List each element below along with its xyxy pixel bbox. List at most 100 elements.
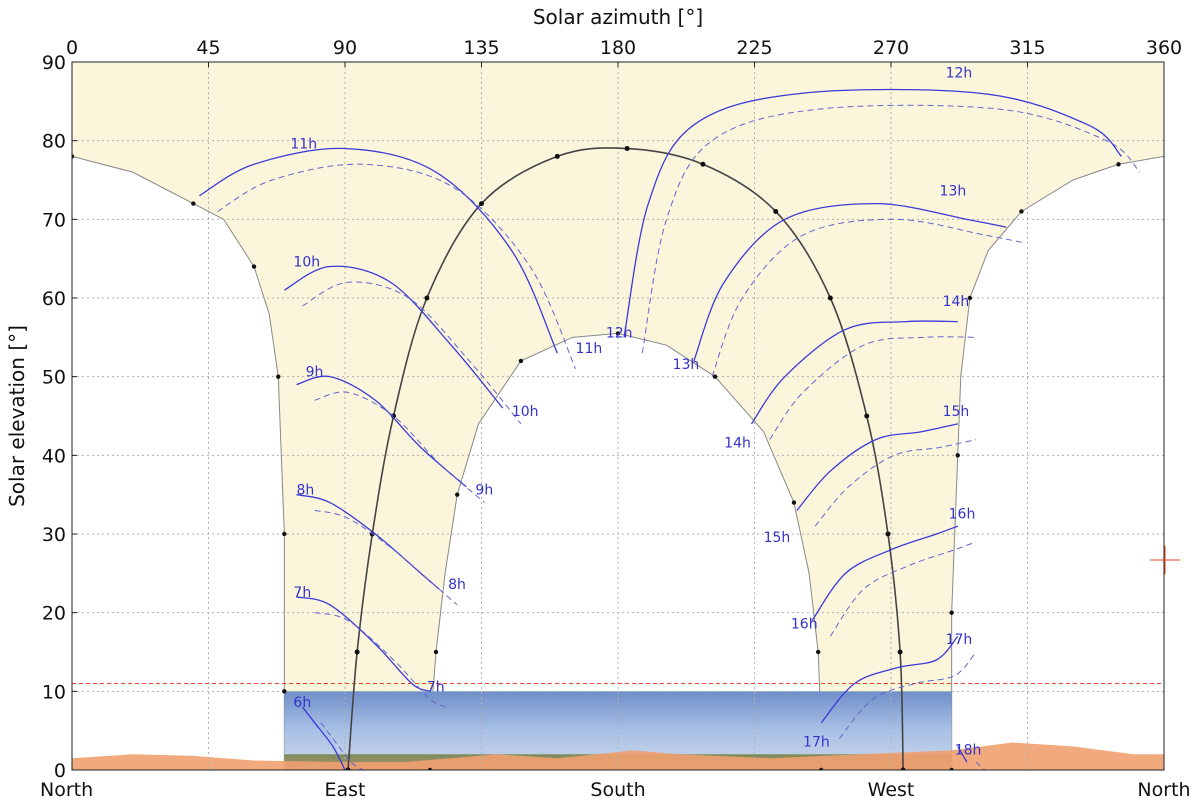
hour-label: 12h [606, 325, 633, 341]
hour-curve-dashed [975, 761, 986, 770]
hour-curve-dashed [769, 336, 976, 440]
hour-curve-dashed [711, 218, 1025, 377]
envelope-point [455, 492, 460, 497]
sun-path-point [624, 146, 630, 152]
direction-label: East [325, 779, 366, 801]
hour-label: 11h [576, 341, 603, 357]
sun-path-point [554, 153, 560, 159]
x-tick-label: 180 [600, 37, 636, 59]
hour-curve-dashed [839, 651, 977, 739]
hour-curve [302, 706, 346, 770]
y-tick-label: 30 [42, 524, 66, 546]
envelope-point [433, 649, 439, 655]
hour-curve [623, 88, 1123, 338]
hour-label: 9h [306, 365, 324, 381]
envelope-point [967, 295, 973, 301]
hour-curve-dashed [314, 391, 485, 503]
direction-label: South [590, 779, 645, 801]
hour-label: 18h [955, 742, 982, 758]
hour-curve [296, 375, 467, 488]
hour-curve [811, 525, 958, 621]
hour-label: 13h [673, 357, 700, 373]
y-tick-label: 50 [42, 367, 66, 389]
x-axis-title-top: Solar azimuth [°] [533, 5, 703, 29]
y-tick-label: 70 [42, 209, 66, 231]
x-tick-label: 90 [333, 37, 357, 59]
hour-label: 14h [943, 294, 970, 310]
hour-label: 10h [512, 404, 539, 420]
hour-curve [796, 423, 958, 511]
x-tick-label: 360 [1146, 37, 1182, 59]
hour-curve-dashed [314, 612, 449, 708]
hour-curve [284, 265, 504, 409]
hour-label: 9h [475, 483, 493, 499]
sun-path-point [424, 295, 430, 301]
envelope-point [1019, 209, 1024, 214]
envelope-point [949, 767, 954, 770]
hour-curve-dashed [814, 439, 977, 527]
y-tick-label: 0 [54, 760, 66, 782]
sun-path-point [864, 413, 870, 419]
hour-label: 8h [296, 483, 314, 499]
hour-curve-dashed [641, 104, 1141, 354]
hour-curve-dashed [314, 509, 458, 606]
envelope-point [791, 500, 797, 505]
direction-label: North [40, 779, 93, 801]
x-tick-label: 135 [463, 37, 499, 59]
hour-label: 12h [946, 66, 973, 82]
sun-path-point [897, 649, 903, 655]
hour-label: 16h [791, 616, 818, 632]
hour-curve-dashed [829, 541, 977, 637]
hour-label: 10h [293, 255, 320, 271]
envelope-point [1116, 162, 1121, 167]
hour-curve [750, 320, 958, 425]
hour-curve-dashed [320, 722, 364, 770]
sun-path-point [479, 201, 484, 207]
envelope-point [427, 767, 433, 770]
hour-label: 17h [946, 632, 973, 648]
sun-path-point [354, 649, 360, 655]
hour-label: 16h [949, 506, 976, 522]
hour-label: 15h [764, 530, 791, 546]
envelope-point [282, 531, 287, 537]
y-tick-label: 10 [42, 681, 66, 703]
y-tick-label: 90 [42, 52, 66, 74]
y-tick-label: 40 [42, 445, 66, 467]
envelope-point [615, 331, 621, 336]
envelope-point [816, 649, 821, 655]
hour-label: 13h [940, 184, 967, 200]
hour-curve [820, 635, 959, 724]
hour-curve-dashed [217, 163, 576, 370]
envelope-point [251, 264, 257, 269]
envelope-point [282, 689, 287, 694]
sun-path-point [345, 767, 351, 770]
hour-label: 7h [427, 679, 445, 695]
x-tick-label: 45 [196, 37, 220, 59]
crosshair-marker [1150, 546, 1180, 574]
envelope-point [518, 358, 524, 364]
sun-path-point [885, 531, 891, 537]
x-tick-label: 270 [873, 37, 909, 59]
envelope-point [949, 610, 954, 615]
hour-label: 15h [943, 404, 970, 420]
y-tick-label: 60 [42, 288, 66, 310]
y-tick-label: 20 [42, 603, 66, 625]
direction-label: North [1137, 779, 1190, 801]
y-axis-title: Solar elevation [°] [5, 325, 29, 507]
envelope-point [819, 767, 824, 770]
x-tick-label: 315 [1009, 37, 1045, 59]
hour-label: 7h [293, 585, 311, 601]
x-tick-label: 0 [66, 37, 78, 59]
y-tick-label: 80 [42, 131, 66, 153]
sun-path-point [773, 208, 779, 214]
envelope-point [72, 154, 75, 159]
envelope-point [712, 374, 718, 379]
envelope-point [276, 374, 281, 379]
envelope-point [955, 453, 960, 458]
hour-curve [199, 147, 558, 354]
hour-label: 11h [290, 137, 317, 153]
hour-label: 6h [293, 695, 311, 711]
hour-curve [296, 494, 440, 590]
x-tick-label: 225 [736, 37, 772, 59]
